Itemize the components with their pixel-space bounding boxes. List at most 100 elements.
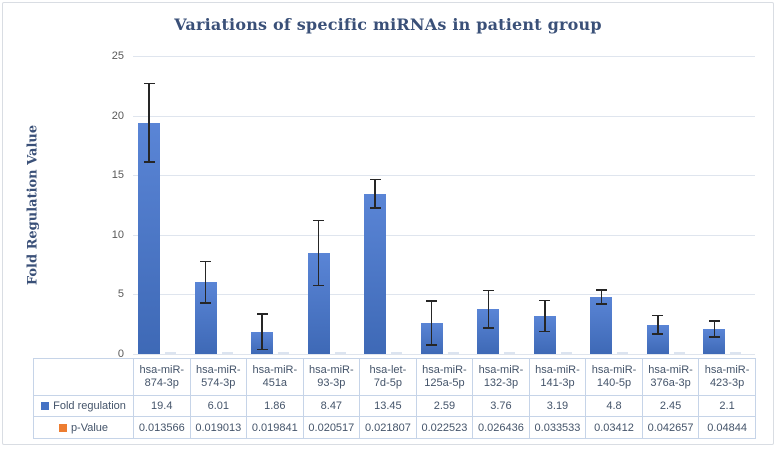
category-label: hsa-miR- 125a-5p bbox=[415, 358, 474, 396]
y-tick-label: 0 bbox=[117, 348, 124, 360]
table-value-cell: 3.19 bbox=[528, 395, 587, 417]
fold-regulation-bar bbox=[703, 328, 726, 354]
p-value-bar bbox=[165, 351, 176, 354]
p-value-bar bbox=[391, 351, 403, 354]
error-bar-cap-top bbox=[652, 314, 664, 317]
legend-swatch-fold-regulation bbox=[41, 402, 50, 410]
table-value-cell: 0.021807 bbox=[359, 416, 417, 439]
y-tick-label: 25 bbox=[111, 50, 124, 62]
category-label: hsa-miR- 874-3p bbox=[133, 358, 191, 396]
error-bar bbox=[204, 260, 207, 304]
category-label: hsa-let- 7d-5p bbox=[359, 358, 417, 396]
error-bar-cap-top bbox=[539, 299, 551, 302]
data-table: hsa-miR- 874-3p hsa-miR- 574-3p hsa-miR- 451a… bbox=[33, 358, 756, 439]
table-value-cell: 1.86 bbox=[246, 395, 304, 417]
error-bar bbox=[487, 289, 490, 329]
error-bar-cap-top bbox=[595, 289, 607, 291]
y-tick-label: 15 bbox=[111, 169, 124, 182]
table-value-cell: 0.022523 bbox=[415, 416, 474, 439]
gridline bbox=[133, 354, 755, 355]
fold-regulation-bar bbox=[138, 122, 160, 354]
error-bar-cap-top bbox=[482, 289, 494, 291]
error-bar-cap-bottom bbox=[595, 303, 607, 305]
gridline bbox=[133, 294, 755, 296]
legend-swatch-p-value bbox=[58, 423, 67, 432]
table-value-cell: 19.4 bbox=[133, 395, 191, 417]
p-value-bar bbox=[221, 351, 233, 354]
fold-regulation-bar bbox=[646, 324, 669, 354]
error-bar-cap-bottom bbox=[200, 302, 212, 304]
table-value-cell: 0.04844 bbox=[698, 416, 756, 439]
p-value-bar bbox=[560, 351, 572, 354]
error-bar-cap-bottom bbox=[313, 284, 325, 287]
y-axis-label: Fold Regulation Value bbox=[25, 124, 41, 286]
fold-regulation-bar bbox=[307, 253, 330, 354]
error-bar-cap-top bbox=[369, 178, 381, 181]
p-value-bar bbox=[447, 351, 459, 354]
category-label: hsa-miR- 141-3p bbox=[528, 358, 587, 396]
table-value-cell: 0.020517 bbox=[302, 416, 361, 439]
series-row-label-fold-regulation: Fold regulation bbox=[33, 395, 134, 417]
error-bar-cap-bottom bbox=[652, 333, 664, 335]
fold-regulation-bar bbox=[590, 296, 613, 354]
chart-title: Variations of specific miRNAs in patient… bbox=[174, 15, 602, 34]
y-tick-label: 5 bbox=[117, 288, 124, 301]
table-corner-empty bbox=[33, 358, 134, 396]
fold-regulation-bar bbox=[477, 309, 500, 354]
table-value-cell: 0.026436 bbox=[472, 416, 530, 439]
error-bar-cap-top bbox=[143, 82, 155, 85]
table-value-cell: 0.042657 bbox=[641, 416, 700, 439]
p-value-bar bbox=[617, 351, 629, 354]
category-label: hsa-miR- 132-3p bbox=[472, 358, 530, 396]
error-bar-cap-top bbox=[426, 300, 438, 302]
error-bar-cap-top bbox=[200, 260, 212, 263]
table-value-cell: 0.019841 bbox=[246, 416, 304, 439]
y-tick-label: 20 bbox=[111, 109, 124, 122]
table-value-cell: 13.45 bbox=[359, 395, 417, 417]
fold-regulation-bar bbox=[364, 193, 387, 354]
error-bar bbox=[317, 219, 320, 287]
table-value-cell: 3.76 bbox=[472, 395, 530, 417]
error-bar-cap-bottom bbox=[482, 327, 494, 329]
error-bar bbox=[544, 299, 546, 333]
fold-regulation-bar bbox=[533, 315, 556, 354]
category-label: hsa-miR- 140-5p bbox=[585, 358, 643, 396]
error-bar-cap-bottom bbox=[708, 336, 720, 338]
error-bar-cap-top bbox=[256, 313, 268, 315]
category-label: hsa-miR- 93-3p bbox=[302, 358, 361, 396]
error-bar-cap-bottom bbox=[426, 344, 438, 346]
table-value-cell: 0.013566 bbox=[133, 416, 191, 439]
error-bar-cap-bottom bbox=[539, 330, 551, 333]
error-bar bbox=[430, 300, 433, 346]
error-bar-cap-bottom bbox=[143, 161, 155, 163]
table-value-cell: 4.8 bbox=[585, 395, 643, 417]
error-bar bbox=[374, 178, 376, 209]
table-value-cell: 8.47 bbox=[302, 395, 361, 417]
error-bar-cap-bottom bbox=[369, 207, 381, 209]
error-bar bbox=[657, 314, 659, 335]
gridline bbox=[133, 234, 755, 236]
error-bar bbox=[600, 289, 603, 305]
p-value-bar bbox=[334, 351, 346, 354]
error-bar bbox=[148, 82, 150, 163]
gridline bbox=[133, 175, 755, 177]
error-bar bbox=[713, 320, 716, 338]
table-value-cell: 0.03412 bbox=[585, 416, 643, 439]
y-tick-label: 10 bbox=[111, 228, 124, 241]
error-bar-cap-top bbox=[708, 320, 720, 322]
table-value-cell: 0.019013 bbox=[189, 416, 248, 439]
p-value-bar bbox=[278, 351, 290, 354]
gridline bbox=[133, 56, 755, 57]
error-bar-cap-top bbox=[313, 219, 325, 222]
table-value-cell: 2.59 bbox=[415, 395, 474, 417]
fold-regulation-bar bbox=[194, 282, 217, 354]
table-value-cell: 2.45 bbox=[641, 395, 700, 417]
p-value-bar bbox=[730, 351, 742, 354]
p-value-bar bbox=[673, 351, 685, 354]
error-bar bbox=[261, 313, 263, 351]
p-value-bar bbox=[504, 351, 516, 354]
table-value-cell: 6.01 bbox=[189, 395, 248, 417]
category-label: hsa-miR- 451a bbox=[246, 358, 304, 396]
category-label: hsa-miR- 574-3p bbox=[189, 358, 248, 396]
